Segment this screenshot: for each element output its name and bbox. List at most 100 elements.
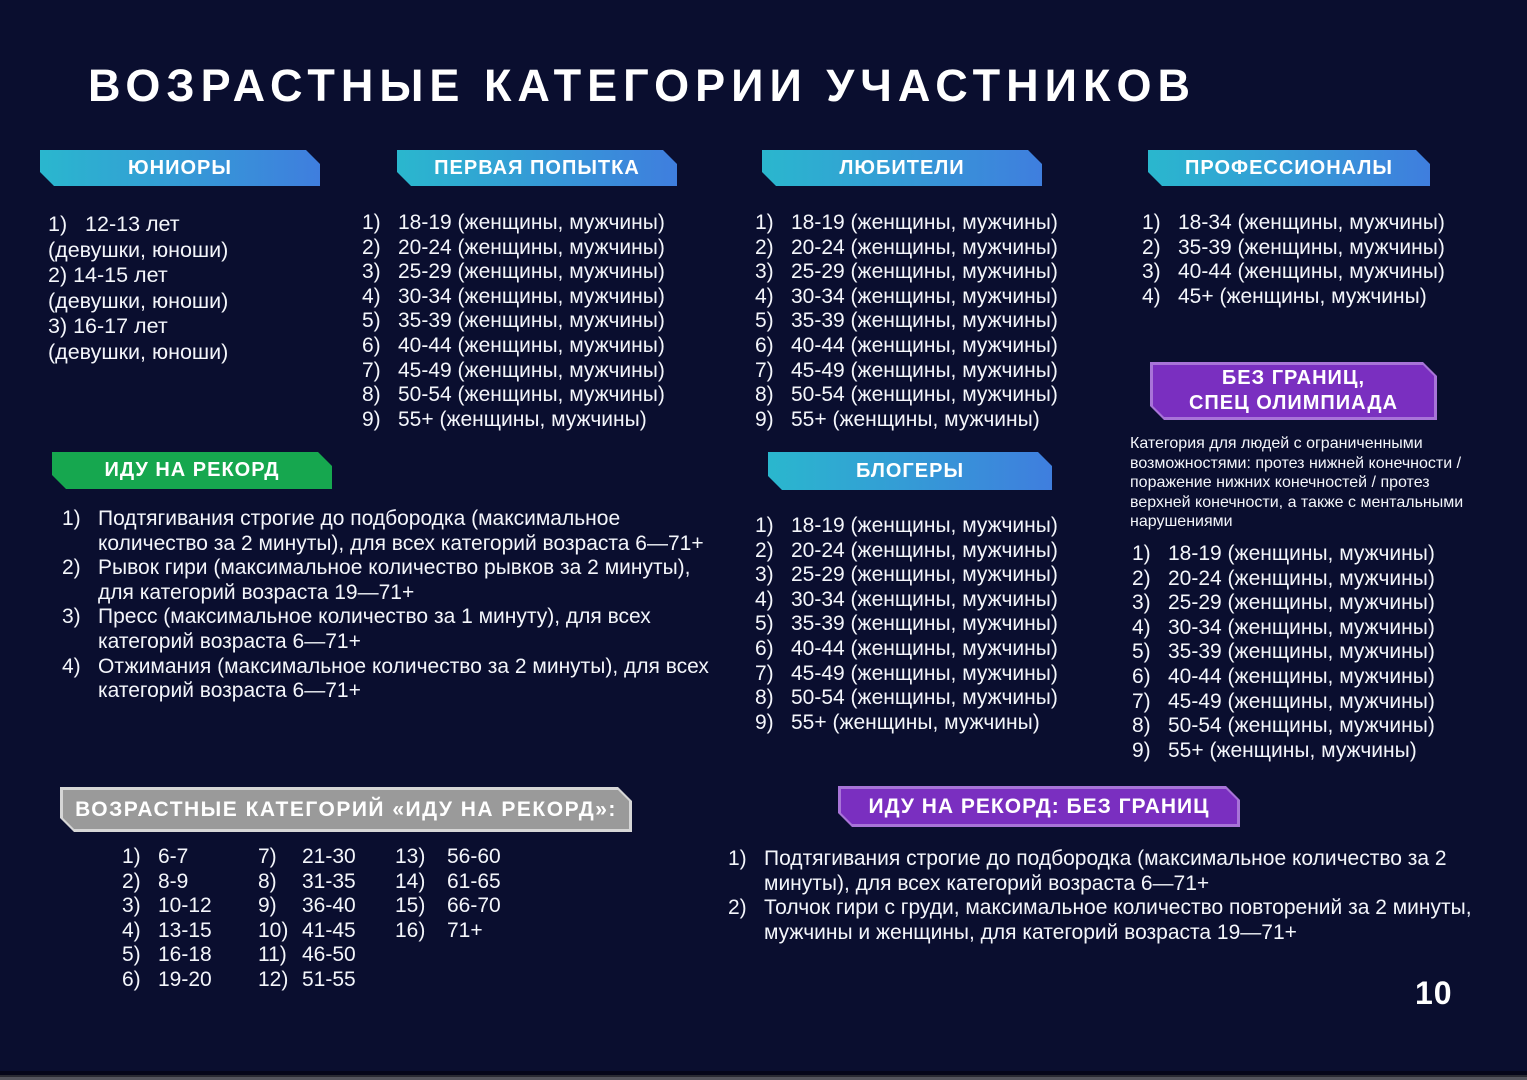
item-text: 30-34 (женщины, мужчины) bbox=[791, 587, 1058, 611]
item-number: 8) bbox=[1132, 714, 1151, 738]
list-item: 6) 40-44 (женщины, мужчины) bbox=[755, 334, 1100, 359]
item-number: 3) bbox=[62, 605, 81, 629]
item-text: 20-24 (женщины, мужчины) bbox=[791, 538, 1058, 562]
item-number: 3) bbox=[1142, 260, 1161, 284]
item-text: 55+ (женщины, мужчины) bbox=[791, 407, 1040, 431]
list-item: 1) 18-19 (женщины, мужчины) bbox=[755, 514, 1100, 539]
age-item: 4) 13-15 bbox=[122, 919, 247, 944]
item-text: 18-19 (женщины, мужчины) bbox=[791, 514, 1058, 537]
item-text: 13-15 bbox=[158, 918, 212, 942]
item-number: 6) bbox=[362, 333, 381, 357]
item-text: 35-39 (женщины, мужчины) bbox=[1168, 640, 1435, 664]
juniors-line: 2) 14-15 лет bbox=[48, 263, 168, 287]
record-badge: ИДУ НА РЕКОРД bbox=[52, 452, 332, 489]
item-number: 2) bbox=[728, 896, 747, 920]
age-item: 14) 61-65 bbox=[395, 870, 535, 895]
item-number: 2) bbox=[755, 538, 774, 562]
page-number: 10 bbox=[1415, 975, 1453, 1011]
age-item: 15) 66-70 bbox=[395, 894, 535, 919]
list-item: 3) 25-29 (женщины, мужчины) bbox=[1132, 591, 1492, 616]
item-number: 7) bbox=[1132, 689, 1151, 713]
item-number: 7) bbox=[362, 358, 381, 382]
juniors-line: (девушки, юноши) bbox=[48, 237, 229, 262]
item-text: 25-29 (женщины, мужчины) bbox=[791, 563, 1058, 587]
item-number: 5) bbox=[755, 612, 774, 636]
record-no-borders-list: 1) Подтягивания строгие до подбородка (м… bbox=[728, 847, 1476, 945]
age-item: 2) 8-9 bbox=[122, 870, 247, 895]
age-item: 11) 46-50 bbox=[258, 943, 388, 968]
item-number: 4) bbox=[62, 654, 81, 678]
item-number: 5) bbox=[1132, 640, 1151, 664]
item-text: 71+ bbox=[447, 918, 483, 942]
bloggers-list: 1) 18-19 (женщины, мужчины) 2) 20-24 (же… bbox=[755, 514, 1100, 735]
age-grid-column-3: 13) 56-60 14) 61-65 15) 66-70 16) 71+ bbox=[395, 845, 535, 943]
list-item: 2) 20-24 (женщины, мужчины) bbox=[755, 539, 1100, 564]
item-text: 56-60 bbox=[447, 845, 501, 868]
item-text: 40-44 (женщины, мужчины) bbox=[791, 333, 1058, 357]
item-number: 2) bbox=[1132, 566, 1151, 590]
list-item: 5) 35-39 (женщины, мужчины) bbox=[362, 309, 707, 334]
item-text: Подтягивания строгие до подбородка (макс… bbox=[98, 507, 704, 555]
item-text: 45-49 (женщины, мужчины) bbox=[791, 358, 1058, 382]
item-number: 3) bbox=[1132, 591, 1151, 615]
list-item: 7) 45-49 (женщины, мужчины) bbox=[755, 359, 1100, 384]
item-number: 7) bbox=[258, 845, 277, 868]
list-item: 8) 50-54 (женщины, мужчины) bbox=[755, 383, 1100, 408]
item-text: 19-20 bbox=[158, 967, 212, 991]
juniors-list: 1) 12-13 лет (девушки, юноши) 2) 14-15 лет… bbox=[48, 212, 348, 365]
list-item: 2) Рывок гири (максимальное количество р… bbox=[62, 556, 717, 605]
item-number: 9) bbox=[362, 407, 381, 431]
item-text: Подтягивания строгие до подбородка (макс… bbox=[764, 847, 1447, 895]
item-text: 25-29 (женщины, мужчины) bbox=[398, 260, 665, 284]
item-number: 4) bbox=[362, 284, 381, 308]
item-text: 10-12 bbox=[158, 894, 212, 918]
list-item: 9) 55+ (женщины, мужчины) bbox=[755, 408, 1100, 433]
item-text: Рывок гири (максимальное количество рывк… bbox=[98, 556, 691, 604]
item-number: 7) bbox=[755, 358, 774, 382]
juniors-badge-label: ЮНИОРЫ bbox=[40, 150, 320, 186]
item-text: 40-44 (женщины, мужчины) bbox=[1178, 260, 1445, 284]
item-text: 18-19 (женщины, мужчины) bbox=[1168, 542, 1435, 565]
item-number: 1) bbox=[1142, 211, 1161, 234]
item-text: 45-49 (женщины, мужчины) bbox=[398, 358, 665, 382]
item-number: 10) bbox=[258, 918, 289, 942]
item-text: 18-19 (женщины, мужчины) bbox=[791, 211, 1058, 234]
list-item: 3) 25-29 (женщины, мужчины) bbox=[755, 563, 1100, 588]
item-text: 25-29 (женщины, мужчины) bbox=[1168, 591, 1435, 615]
list-item: 1) 18-19 (женщины, мужчины) bbox=[362, 211, 707, 236]
item-number: 1) bbox=[755, 211, 774, 234]
item-text: 40-44 (женщины, мужчины) bbox=[1168, 664, 1435, 688]
record-no-borders-badge: ИДУ НА РЕКОРД: БЕЗ ГРАНИЦ bbox=[838, 786, 1240, 827]
item-number: 2) bbox=[1142, 235, 1161, 259]
item-text: 30-34 (женщины, мужчины) bbox=[791, 284, 1058, 308]
juniors-badge: ЮНИОРЫ bbox=[40, 150, 320, 186]
no-borders-badge-line: СПЕЦ ОЛИМПИАДА bbox=[1188, 392, 1399, 414]
item-number: 9) bbox=[755, 710, 774, 734]
no-borders-badge: БЕЗ ГРАНИЦ, СПЕЦ ОЛИМПИАДА bbox=[1150, 362, 1437, 420]
list-item: 9) 55+ (женщины, мужчины) bbox=[755, 711, 1100, 736]
item-text: 20-24 (женщины, мужчины) bbox=[791, 235, 1058, 259]
first-attempt-badge-label: ПЕРВАЯ ПОПЫТКА bbox=[397, 150, 677, 186]
no-borders-list: 1) 18-19 (женщины, мужчины) 2) 20-24 (же… bbox=[1132, 542, 1492, 763]
age-item: 16) 71+ bbox=[395, 919, 535, 944]
item-number: 2) bbox=[122, 869, 141, 893]
age-item: 1) 6-7 bbox=[122, 845, 247, 870]
list-item: 4) 30-34 (женщины, мужчины) bbox=[755, 588, 1100, 613]
item-text: 30-34 (женщины, мужчины) bbox=[398, 284, 665, 308]
age-item: 9) 36-40 bbox=[258, 894, 388, 919]
age-item: 3) 10-12 bbox=[122, 894, 247, 919]
item-number: 8) bbox=[362, 383, 381, 407]
item-number: 15) bbox=[395, 894, 426, 918]
no-borders-badge-line: БЕЗ ГРАНИЦ, bbox=[1221, 367, 1366, 389]
page-title: ВОЗРАСТНЫЕ КАТЕГОРИИ УЧАСТНИКОВ bbox=[88, 60, 1196, 111]
item-text: Отжимания (максимальное количество за 2 … bbox=[98, 654, 709, 703]
item-number: 16) bbox=[395, 918, 426, 942]
list-item: 8) 50-54 (женщины, мужчины) bbox=[362, 383, 707, 408]
item-text: 16-18 bbox=[158, 943, 212, 967]
age-grid-column-2: 7) 21-30 8) 31-35 9) 36-40 10) 41-45 11)… bbox=[258, 845, 388, 993]
item-text: 8-9 bbox=[158, 869, 189, 893]
item-text: 55+ (женщины, мужчины) bbox=[791, 710, 1040, 734]
item-number: 4) bbox=[122, 918, 141, 942]
item-text: 66-70 bbox=[447, 894, 501, 918]
item-text: 6-7 bbox=[158, 845, 189, 868]
